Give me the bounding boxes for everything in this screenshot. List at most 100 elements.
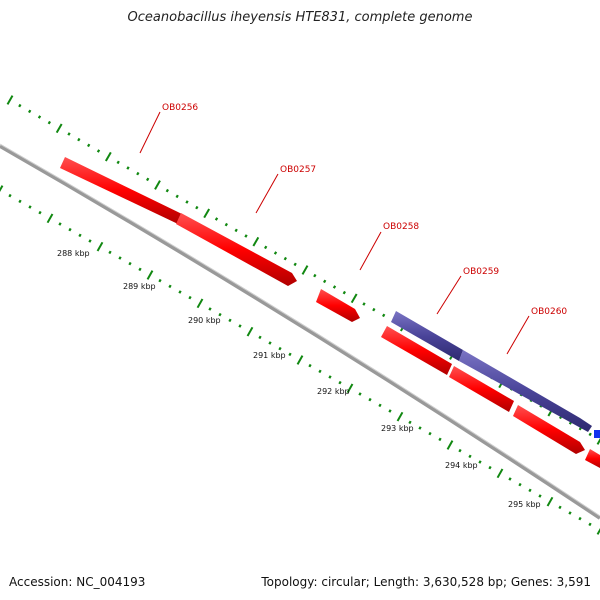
outer-tick-mark — [96, 149, 101, 153]
outer-tick-mark — [203, 208, 211, 219]
outer-tick-mark — [301, 265, 309, 275]
inner-tick-mark — [38, 210, 42, 215]
gene-OB0257-forward[interactable] — [176, 213, 297, 286]
outer-tick-mark — [362, 302, 366, 306]
gene-OB0260-reverse[interactable] — [459, 350, 592, 432]
inner-tick-mark — [138, 267, 142, 272]
gene-OB0261-forward[interactable] — [585, 449, 600, 468]
inner-tick-mark — [568, 511, 572, 515]
inner-tick-mark — [278, 346, 282, 351]
inner-tick-mark — [96, 241, 104, 252]
inner-tick-mark — [146, 270, 154, 280]
outer-tick-mark — [104, 151, 112, 162]
inner-tick-mark — [458, 448, 462, 453]
inner-tick-mark — [338, 380, 342, 385]
map-title: Oceanobacillus iheyensis HTE831, complet… — [127, 10, 473, 25]
outer-tick-mark — [6, 95, 14, 105]
inner-tick-mark — [488, 465, 492, 470]
outer-tick-mark — [195, 205, 199, 210]
inner-tick-mark — [318, 369, 322, 374]
outer-tick-mark — [382, 313, 386, 318]
outer-tick-mark — [313, 273, 317, 278]
inner-tick-mark — [546, 496, 554, 507]
inner-tick-mark — [388, 409, 392, 413]
genome-backbone — [0, 144, 600, 520]
inner-tick-mark — [418, 426, 422, 430]
inner-tick-mark — [208, 307, 212, 311]
gene-OB0260-forward[interactable] — [513, 405, 585, 454]
outer-tick-mark — [55, 123, 63, 134]
inner-tick-mark — [496, 468, 504, 479]
outer-tick-mark — [136, 171, 140, 176]
inner-tick-mark — [296, 355, 304, 365]
inner-tick-mark — [228, 318, 232, 323]
inner-tick-mark — [28, 205, 32, 209]
inner-tick-mark — [596, 527, 600, 535]
inner-tick-mark — [558, 505, 562, 510]
outer-tick-mark — [350, 293, 358, 304]
inner-tick-mark — [408, 420, 412, 425]
inner-tick-mark — [178, 290, 182, 294]
outer-tick-mark — [146, 177, 150, 182]
outer-tick-track — [6, 95, 600, 445]
gene-OB0258-forward[interactable] — [316, 289, 360, 322]
inner-tick-track — [0, 185, 600, 535]
inner-tick-mark — [358, 392, 362, 396]
inner-tick-mark — [328, 375, 332, 379]
gene-label-OB0257[interactable]: OB0257 — [280, 165, 316, 175]
inner-tick-mark — [446, 440, 454, 450]
outer-tick-mark — [165, 188, 169, 193]
inner-tick-mark — [288, 352, 292, 357]
outer-tick-mark — [185, 200, 189, 204]
inner-tick-mark — [18, 199, 22, 204]
accession-text: Accession: NC_004193 — [9, 575, 146, 589]
outer-tick-mark — [126, 166, 130, 170]
kbp-label: 291 kbp — [253, 351, 286, 360]
inner-tick-mark — [78, 233, 82, 238]
gene-label-OB0260[interactable]: OB0260 — [531, 307, 567, 317]
inner-tick-mark — [368, 397, 372, 402]
inner-tick-mark — [378, 403, 382, 408]
gene-label-OB0256[interactable]: OB0256 — [162, 103, 198, 113]
inner-tick-mark — [396, 411, 404, 422]
outer-tick-mark — [67, 132, 71, 136]
inner-tick-mark — [118, 256, 122, 260]
outer-tick-mark — [252, 236, 260, 247]
outer-tick-mark — [116, 160, 120, 165]
kbp-label: 288 kbp — [57, 249, 90, 258]
outer-tick-mark — [175, 194, 179, 199]
outer-tick-mark — [332, 285, 337, 289]
inner-tick-mark — [218, 312, 222, 317]
inner-tick-mark — [46, 213, 54, 224]
outer-tick-mark — [342, 290, 346, 295]
gene-label-OB0259[interactable]: OB0259 — [463, 267, 499, 277]
inner-tick-mark — [196, 298, 204, 309]
inner-tick-mark — [8, 193, 12, 198]
inner-tick-mark — [246, 326, 254, 337]
kbp-label: 294 kbp — [445, 461, 478, 470]
gene-OB0259-reverse[interactable] — [391, 311, 463, 361]
inner-tick-mark — [346, 383, 354, 394]
gene-OB0259-forward[interactable] — [381, 326, 452, 375]
inner-tick-mark — [508, 477, 512, 481]
inner-tick-mark — [468, 454, 472, 459]
outer-tick-mark — [588, 432, 592, 437]
outer-tick-mark — [18, 103, 22, 108]
inner-tick-mark — [268, 341, 272, 345]
inner-tick-mark — [528, 488, 532, 493]
inner-tick-mark — [108, 250, 112, 255]
gene-OB0259b-forward[interactable] — [449, 366, 514, 412]
inner-tick-mark — [538, 494, 542, 498]
genome-summary-text: Topology: circular; Length: 3,630,528 bp… — [261, 575, 591, 589]
inner-tick-mark — [258, 335, 262, 340]
inner-tick-mark — [478, 460, 482, 464]
outer-tick-mark — [273, 251, 278, 255]
outer-tick-mark — [244, 234, 248, 238]
gene-OB0256-forward[interactable] — [60, 157, 182, 224]
inner-tick-mark — [68, 227, 72, 232]
outer-tick-mark — [293, 262, 297, 267]
inner-tick-mark — [58, 222, 62, 226]
gene-label-OB0258[interactable]: OB0258 — [383, 222, 419, 232]
kbp-label: 289 kbp — [123, 282, 156, 291]
